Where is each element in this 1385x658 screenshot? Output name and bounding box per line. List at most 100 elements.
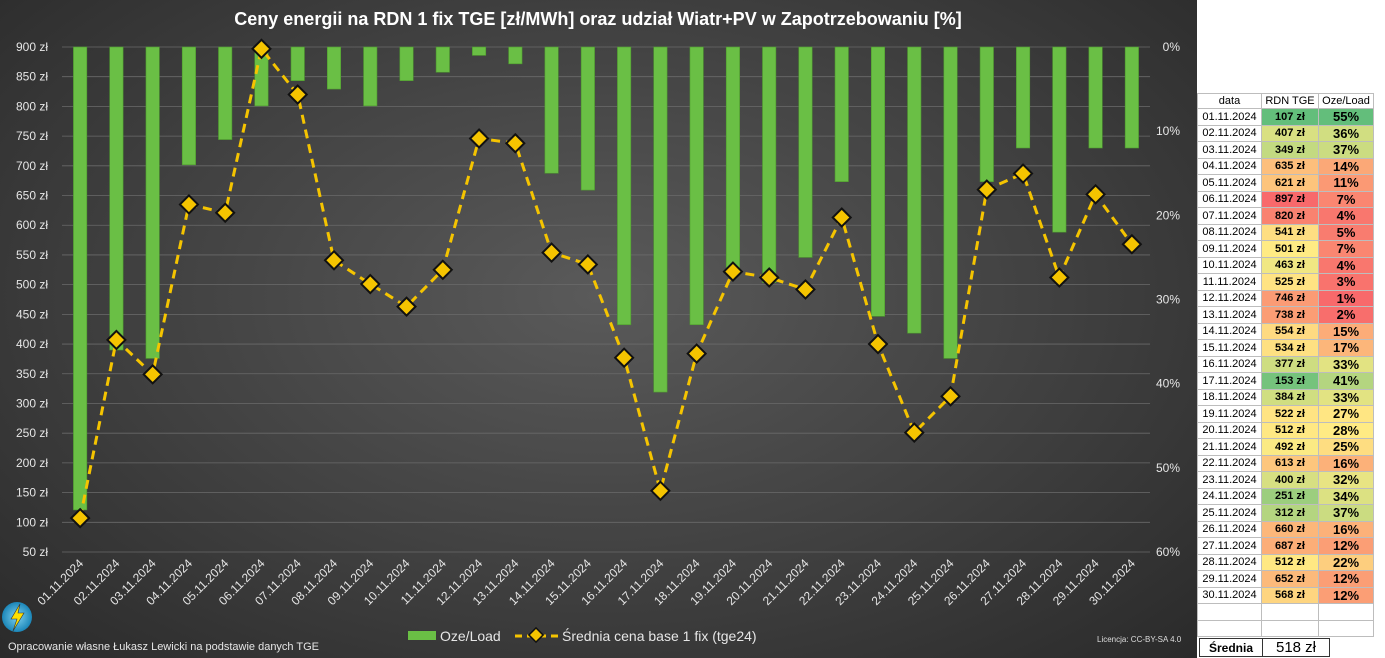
left-tick-label: 250 zł [16,426,48,440]
cell-date: 29.11.2024 [1197,570,1262,588]
cell-price: 349 zł [1261,141,1319,159]
bar-oze-load [181,46,196,166]
table-row: 14.11.2024 554 zł 15% [1197,322,1374,340]
left-tick-label: 550 zł [16,248,48,262]
table-row: 28.11.2024 512 zł 22% [1197,553,1374,571]
cell-share: 17% [1318,339,1374,357]
bar-oze-load [326,46,342,90]
bar-oze-load [580,46,595,191]
cell-share: 7% [1318,190,1374,208]
cell-price: 613 zł [1261,454,1319,472]
right-tick-label: 10% [1156,124,1180,138]
average-label: Średnia [1199,638,1263,657]
cell-price: 897 zł [1261,190,1319,208]
price-line-path [78,45,1134,519]
cell-share: 12% [1318,586,1374,604]
table-row: 24.11.2024 251 zł 34% [1197,487,1374,505]
left-axis: 900 zł 850 zł 800 zł 750 zł 700 zł 650 zł 600 … [16,40,48,559]
left-tick-label: 50 zł [23,545,49,559]
cell-price: 554 zł [1261,322,1319,340]
bar-oze-load [870,46,886,317]
cell-date: 08.11.2024 [1197,223,1262,241]
cell-price: 512 zł [1261,421,1319,439]
table-row: 07.11.2024 820 zł 4% [1197,207,1374,225]
cell-share: 1% [1318,289,1374,307]
bar-oze-load [834,46,849,182]
cell-price: 501 zł [1261,240,1319,258]
table-row: 26.11.2024 660 zł 16% [1197,520,1374,538]
price-point [1121,233,1143,255]
left-tick-label: 700 zł [16,159,48,173]
bar-oze-load [73,46,88,511]
cell-price: 746 zł [1261,289,1319,307]
cell-share: 15% [1318,322,1374,340]
cell-share: 33% [1318,355,1374,373]
data-table: data RDN TGE Oze/Load 01.11.2024 107 zł 55… [1197,93,1374,637]
bar-oze-load [399,46,414,81]
table-row: 30.11.2024 568 zł 12% [1197,586,1374,604]
cell-price: 621 zł [1261,174,1319,192]
table-row-empty [1197,603,1374,621]
cell-share: 28% [1318,421,1374,439]
left-tick-label: 900 zł [16,40,48,54]
cell-price: 820 zł [1261,207,1319,225]
cell-share: 33% [1318,388,1374,406]
cell-share: 27% [1318,405,1374,423]
cell-date: 15.11.2024 [1197,339,1262,357]
price-point [504,132,526,154]
table-row: 18.11.2024 384 zł 33% [1197,388,1374,406]
cell-share: 22% [1318,553,1374,571]
cell-price: 400 zł [1261,471,1319,489]
cell-share: 32% [1318,471,1374,489]
bar-oze-load [363,46,378,107]
average-value: 518 zł [1262,638,1330,657]
cell-date: 24.11.2024 [1197,487,1262,505]
table-row: 16.11.2024 377 zł 33% [1197,355,1374,373]
bar-oze-load [725,46,740,275]
cell-share: 4% [1318,256,1374,274]
table-row: 05.11.2024 621 zł 11% [1197,174,1374,192]
table-row: 11.11.2024 525 zł 3% [1197,273,1374,291]
price-point [722,261,744,282]
cell-date: 25.11.2024 [1197,504,1262,522]
left-tick-label: 300 zł [16,396,48,410]
cell-price: 107 zł [1261,108,1319,126]
price-point [867,333,889,355]
cell-price: 377 zł [1261,355,1319,373]
left-tick-label: 450 zł [16,307,48,321]
cell-price: 568 zł [1261,586,1319,604]
cell-price: 522 zł [1261,405,1319,423]
price-point [468,128,490,149]
price-point [178,194,200,215]
cell-empty [1197,619,1262,637]
price-point [795,278,816,300]
table-row: 19.11.2024 522 zł 27% [1197,405,1374,423]
x-axis: 01.11.202402.11.202403.11.202404.11.2024… [35,556,1139,608]
cell-share: 3% [1318,273,1374,291]
cell-date: 12.11.2024 [1197,289,1262,307]
right-tick-label: 60% [1156,545,1180,559]
cell-price: 492 zł [1261,438,1319,456]
cell-share: 5% [1318,223,1374,241]
cell-price: 541 zł [1261,223,1319,241]
bar-oze-load [1016,46,1031,149]
right-tick-label: 40% [1156,377,1180,391]
table-row: 20.11.2024 512 zł 28% [1197,421,1374,439]
price-point [105,329,127,351]
cell-date: 17.11.2024 [1197,372,1262,390]
table-row: 03.11.2024 349 zł 37% [1197,141,1374,159]
cell-share: 36% [1318,124,1374,142]
cell-date: 05.11.2024 [1197,174,1262,192]
right-tick-label: 50% [1156,461,1180,475]
cell-date: 20.11.2024 [1197,421,1262,439]
price-point [359,273,381,295]
table-row: 21.11.2024 492 zł 25% [1197,438,1374,456]
cell-share: 7% [1318,240,1374,258]
bar-oze-load [762,46,777,283]
cell-date: 21.11.2024 [1197,438,1262,456]
cell-date: 03.11.2024 [1197,141,1262,159]
cell-price: 738 zł [1261,306,1319,324]
bar-oze-load [435,46,450,73]
cell-date: 01.11.2024 [1197,108,1262,126]
cell-date: 27.11.2024 [1197,537,1262,555]
